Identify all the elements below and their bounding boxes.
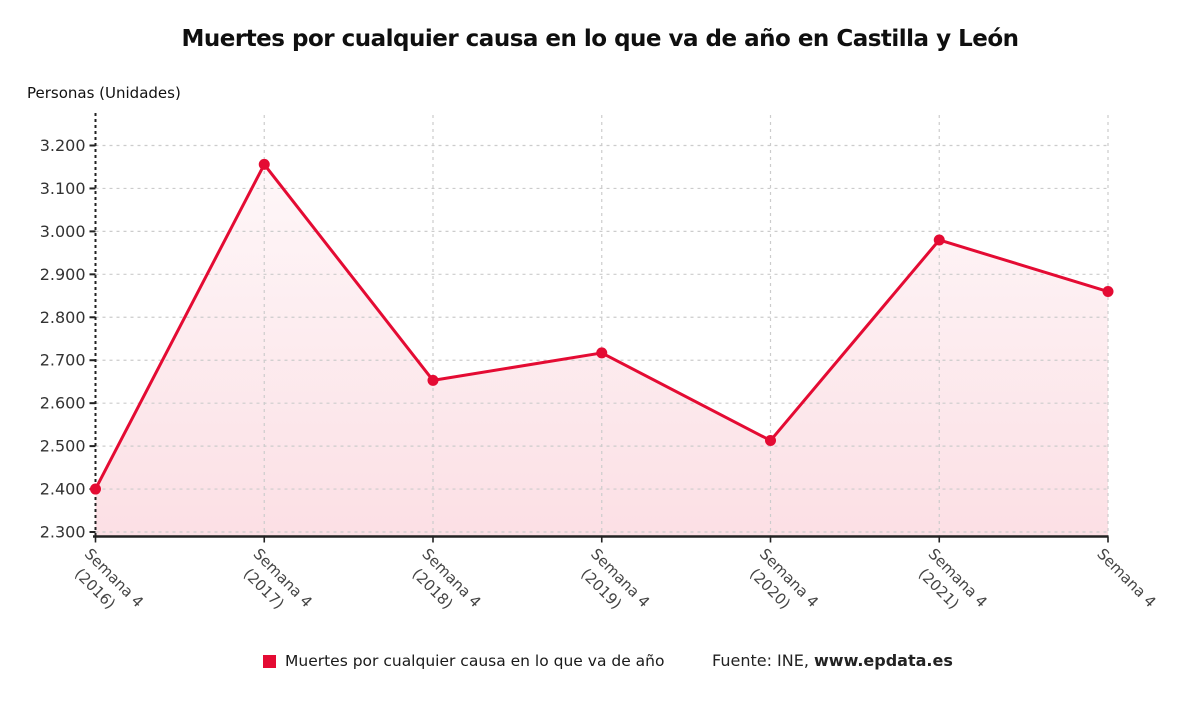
source-site-link[interactable]: www.epdata.es bbox=[814, 651, 953, 670]
svg-text:2.700: 2.700 bbox=[40, 351, 86, 370]
x-axis-ticks bbox=[94, 536, 1109, 543]
data-point[interactable] bbox=[90, 483, 101, 495]
svg-text:3.000: 3.000 bbox=[40, 222, 86, 241]
svg-text:3.100: 3.100 bbox=[40, 179, 86, 198]
x-gridlines bbox=[263, 115, 1109, 537]
svg-text:2.800: 2.800 bbox=[40, 308, 86, 327]
series-area-fill bbox=[95, 164, 1108, 537]
svg-text:3.200: 3.200 bbox=[40, 136, 86, 155]
svg-text:Semana 4(2017): Semana 4(2017) bbox=[235, 545, 316, 626]
y-axis-ticks bbox=[89, 144, 96, 533]
svg-text:2.600: 2.600 bbox=[40, 394, 86, 413]
svg-text:Semana 4(2020): Semana 4(2020) bbox=[741, 545, 822, 626]
legend: Muertes por cualquier causa en lo que va… bbox=[263, 652, 664, 670]
data-point[interactable] bbox=[1102, 286, 1114, 298]
data-point[interactable] bbox=[258, 158, 270, 170]
svg-text:Semana 4(2018): Semana 4(2018) bbox=[404, 545, 485, 626]
data-point[interactable] bbox=[765, 435, 776, 447]
x-tick-labels: Semana 4(2016) Semana 4(2017) Semana 4(201… bbox=[66, 545, 1160, 626]
svg-text:2.400: 2.400 bbox=[40, 480, 86, 499]
data-point[interactable] bbox=[933, 234, 945, 246]
svg-text:Semana 4(2021): Semana 4(2021) bbox=[910, 545, 991, 626]
source-prefix: Fuente: INE, bbox=[712, 651, 815, 670]
svg-text:2.500: 2.500 bbox=[40, 437, 86, 456]
series-markers bbox=[90, 158, 1114, 495]
legend-swatch-icon bbox=[263, 654, 276, 668]
data-point[interactable] bbox=[427, 374, 439, 386]
chart-title: Muertes por cualquier causa en lo que va… bbox=[181, 26, 1019, 52]
data-point[interactable] bbox=[596, 347, 608, 359]
y-axis-unit-label: Personas (Unidades) bbox=[27, 84, 181, 102]
source-attribution: Fuente: INE, www.epdata.es bbox=[712, 651, 953, 670]
svg-text:Semana 4(2016): Semana 4(2016) bbox=[66, 545, 147, 626]
legend-series-label: Muertes por cualquier causa en lo que va… bbox=[285, 652, 665, 670]
svg-text:2.900: 2.900 bbox=[40, 265, 86, 284]
svg-text:Semana 4(2019): Semana 4(2019) bbox=[572, 545, 653, 626]
svg-text:2.300: 2.300 bbox=[40, 523, 86, 542]
svg-text:Semana 4: Semana 4 bbox=[1093, 545, 1159, 611]
y-tick-labels: 2.300 2.400 2.500 2.600 2.700 2.800 2.900 3.000… bbox=[40, 136, 86, 542]
